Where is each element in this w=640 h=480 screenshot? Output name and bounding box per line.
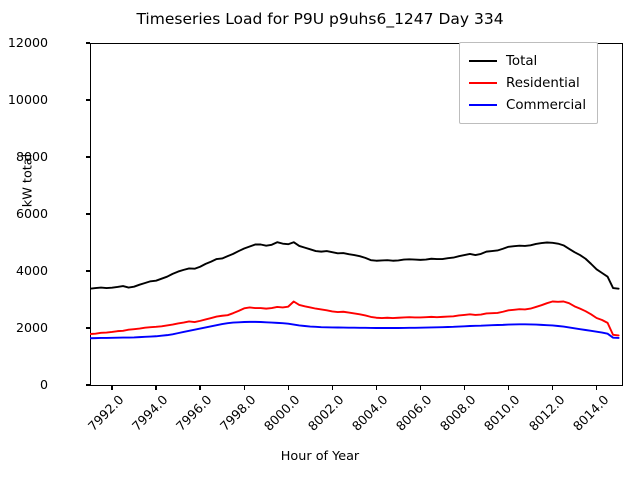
chart-title: Timeseries Load for P9U p9uhs6_1247 Day … — [136, 10, 504, 28]
x-tick-mark — [243, 385, 245, 390]
y-tick-label: 2000 — [15, 320, 48, 335]
legend-label: Total — [506, 53, 538, 69]
x-tick-label: 7996.0 — [172, 392, 215, 434]
x-tick-label: 8008.0 — [437, 392, 480, 434]
series-line-residential — [90, 300, 620, 337]
legend-swatch — [469, 104, 497, 106]
axis-spine-top — [90, 43, 623, 45]
legend-label: Commercial — [506, 97, 587, 113]
x-tick-mark — [551, 385, 554, 390]
plot-area — [90, 43, 623, 385]
x-tick-mark — [419, 385, 422, 390]
axis-spine-bottom — [90, 384, 623, 386]
x-tick-label: 8012.0 — [525, 392, 568, 434]
y-tick-label: 12000 — [7, 35, 48, 50]
x-axis-label: Hour of Year — [280, 449, 360, 464]
y-tick-mark — [86, 384, 90, 386]
x-tick-label: 8002.0 — [305, 392, 347, 434]
y-tick-mark — [86, 327, 90, 329]
x-tick-label: 8014.0 — [569, 392, 612, 434]
chart-legend: Total Residential Commercial — [459, 42, 599, 124]
axis-spine-right — [622, 43, 624, 386]
y-tick-mark — [86, 42, 90, 44]
x-tick-mark — [331, 385, 333, 390]
x-tick-mark — [375, 385, 377, 390]
legend-entry: Commercial — [469, 94, 586, 116]
y-tick-label: 4000 — [15, 263, 48, 278]
x-tick-mark — [155, 385, 157, 390]
x-tick-mark — [111, 385, 113, 390]
legend-entry: Total — [469, 50, 586, 72]
x-tick-label: 7992.0 — [84, 392, 127, 434]
y-tick-mark — [86, 213, 90, 215]
legend-entry: Residential — [469, 72, 586, 94]
x-tick-mark — [463, 385, 466, 390]
x-tick-label: 8000.0 — [261, 392, 303, 434]
y-tick-label: 6000 — [15, 206, 48, 221]
y-tick-mark — [86, 156, 90, 158]
x-tick-label: 8010.0 — [481, 392, 524, 434]
y-tick-label: 8000 — [15, 149, 48, 164]
y-tick-label: 10000 — [7, 92, 48, 107]
legend-swatch — [469, 82, 497, 84]
legend-label: Residential — [506, 75, 580, 91]
series-line-commercial — [90, 320, 620, 340]
x-tick-label: 8004.0 — [349, 392, 391, 434]
x-tick-label: 7998.0 — [217, 392, 259, 434]
y-axis-label: kW total — [20, 153, 36, 208]
axis-spine-left — [90, 43, 92, 386]
y-tick-label: 0 — [39, 377, 48, 392]
y-tick-mark — [86, 99, 90, 101]
y-tick-mark — [86, 270, 90, 272]
x-tick-label: 7994.0 — [128, 392, 171, 434]
series-line-total — [90, 241, 620, 290]
x-tick-mark — [287, 385, 289, 390]
legend-swatch — [469, 60, 497, 62]
x-tick-mark — [507, 385, 510, 390]
x-tick-label: 8006.0 — [393, 392, 435, 434]
series-canvas — [90, 241, 620, 340]
x-tick-mark — [199, 385, 201, 390]
x-tick-mark — [595, 385, 598, 390]
